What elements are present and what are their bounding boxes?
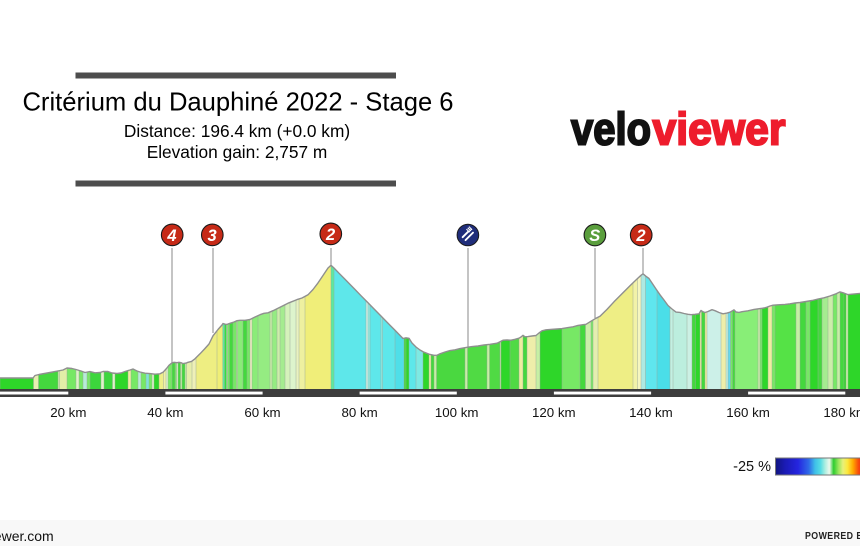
svg-text:Elevation gain: 2,757 m: Elevation gain: 2,757 m xyxy=(147,142,328,162)
svg-text:20 km: 20 km xyxy=(50,405,86,420)
svg-text:120 km: 120 km xyxy=(532,405,576,420)
svg-text:180 km: 180 km xyxy=(823,405,860,420)
svg-text:Critérium du Dauphiné 2022 - S: Critérium du Dauphiné 2022 - Stage 6 xyxy=(22,89,453,117)
svg-text:Distance: 196.4 km (+0.0 km): Distance: 196.4 km (+0.0 km) xyxy=(124,121,350,141)
svg-text:velo: velo xyxy=(571,104,651,155)
svg-text:2: 2 xyxy=(635,227,645,245)
svg-text:-25 %: -25 % xyxy=(733,459,771,475)
svg-text:POWERED BY: POWERED BY xyxy=(805,530,860,542)
svg-text:160 km: 160 km xyxy=(726,405,770,420)
svg-text:S: S xyxy=(589,227,600,245)
svg-text:40 km: 40 km xyxy=(147,405,183,420)
svg-text:140 km: 140 km xyxy=(629,405,673,420)
svg-text:100 km: 100 km xyxy=(435,405,479,420)
svg-text:60 km: 60 km xyxy=(244,405,280,420)
svg-text:viewer: viewer xyxy=(653,104,786,155)
svg-text:80 km: 80 km xyxy=(341,405,377,420)
svg-text:4: 4 xyxy=(166,227,176,245)
svg-text:3: 3 xyxy=(208,227,217,245)
svg-text:2: 2 xyxy=(325,226,335,244)
